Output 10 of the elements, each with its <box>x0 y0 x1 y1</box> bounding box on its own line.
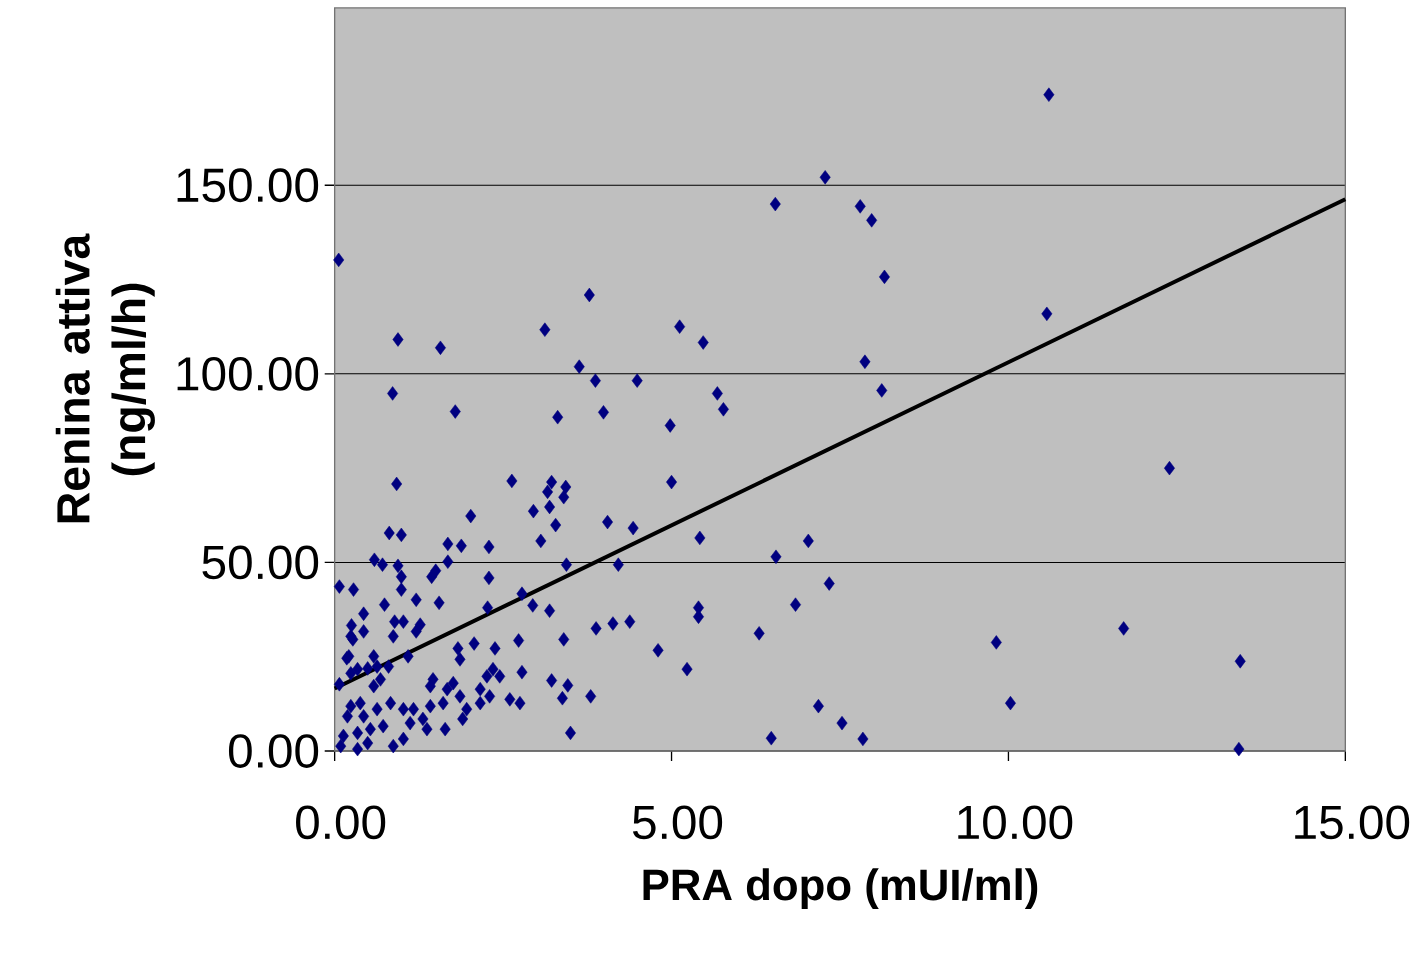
x-tick-label: 10.00 <box>958 805 1073 840</box>
y-tick-label: 0.00 <box>228 734 319 768</box>
x-axis-title: PRA dopo (mUI/ml) <box>643 868 1038 910</box>
x-tick-label: 0.00 <box>296 805 386 840</box>
y-axis-title: Renina attiva (ng/ml/h) <box>55 233 155 523</box>
y-tick-label: 50.00 <box>202 545 319 580</box>
y-tick-label: 150.00 <box>177 168 319 203</box>
x-tick-label: 15.00 <box>1295 805 1410 840</box>
x-tick-label: 5.00 <box>632 805 723 840</box>
y-tick-label: 100.00 <box>177 356 319 391</box>
